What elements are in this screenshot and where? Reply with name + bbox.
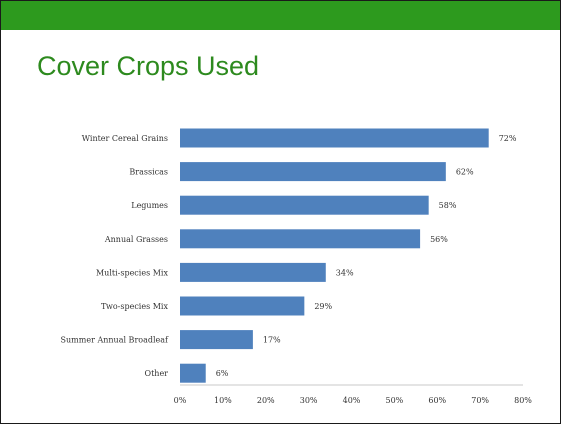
data-label: 62% <box>456 168 474 177</box>
x-tick-label: 80% <box>514 396 532 405</box>
bar <box>180 296 305 316</box>
bar <box>180 363 206 383</box>
x-tick-label: 10% <box>214 396 232 405</box>
data-label: 34% <box>336 268 354 277</box>
data-label: 17% <box>263 336 281 345</box>
category-label: Two-species Mix <box>101 302 169 311</box>
header-bar <box>1 1 560 30</box>
bar <box>180 128 489 148</box>
bar <box>180 195 429 215</box>
bar <box>180 262 326 282</box>
x-tick-label: 20% <box>257 396 275 405</box>
data-label: 58% <box>439 201 457 210</box>
data-label: 72% <box>499 134 517 143</box>
data-label: 29% <box>314 302 332 311</box>
category-label: Annual Grasses <box>104 235 168 244</box>
x-tick-label: 60% <box>428 396 446 405</box>
bar <box>180 229 421 249</box>
x-tick-label: 0% <box>174 396 187 405</box>
bar <box>180 162 446 182</box>
category-label: Legumes <box>131 201 168 210</box>
bar <box>180 330 253 350</box>
category-label: Winter Cereal Grains <box>82 134 168 143</box>
x-tick-label: 30% <box>300 396 318 405</box>
category-label: Other <box>145 369 169 378</box>
category-label: Multi-species Mix <box>96 268 169 277</box>
data-label: 56% <box>430 235 448 244</box>
category-label: Summer Annual Broadleaf <box>61 336 169 345</box>
category-label: Brassicas <box>129 168 168 177</box>
x-tick-label: 70% <box>471 396 489 405</box>
x-tick-label: 40% <box>343 396 361 405</box>
x-tick-label: 50% <box>385 396 403 405</box>
data-label: 6% <box>216 369 229 378</box>
slide-title: Cover Crops Used <box>37 51 260 81</box>
